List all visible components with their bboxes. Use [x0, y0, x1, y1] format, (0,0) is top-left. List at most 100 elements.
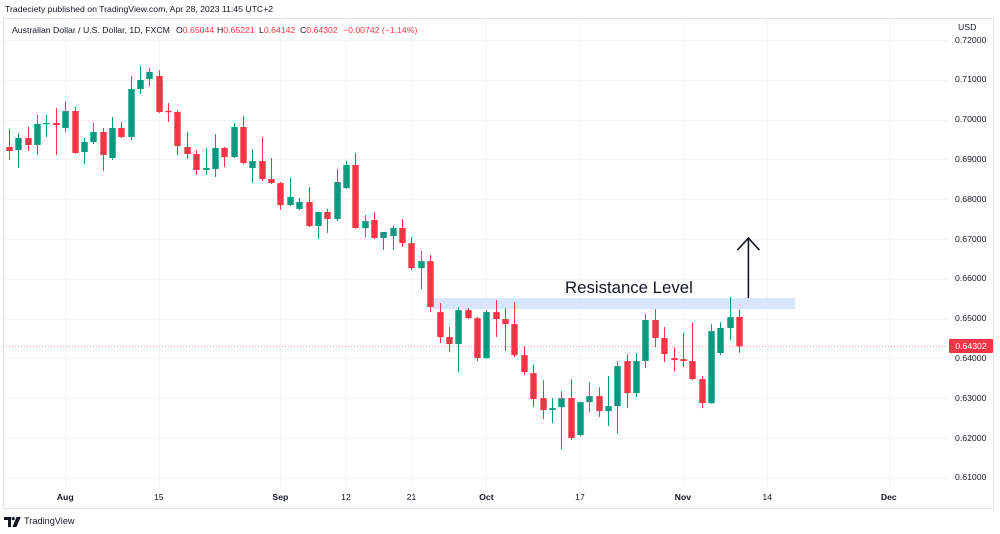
candle	[399, 219, 406, 247]
candle	[474, 317, 481, 362]
time-axis-label: Oct	[479, 492, 494, 502]
candle	[614, 361, 621, 434]
candle	[680, 333, 687, 368]
time-axis-label: 12	[341, 492, 351, 502]
candle	[90, 123, 97, 144]
candle	[549, 398, 556, 424]
high-label: H	[217, 25, 224, 35]
candle	[624, 354, 631, 409]
candle	[146, 68, 153, 86]
candle-body	[699, 379, 706, 404]
candle-body	[549, 408, 556, 411]
price-axis-label: 0.63000	[955, 392, 987, 403]
candle	[493, 300, 500, 337]
candle	[483, 310, 490, 359]
candle	[15, 133, 22, 168]
price-axis-label: 0.62000	[955, 432, 987, 443]
candle	[437, 303, 444, 343]
legend-close: C0.64302	[300, 25, 338, 36]
candle-body	[390, 228, 397, 236]
candle	[530, 365, 537, 408]
close-value: 0.64302	[306, 25, 338, 35]
candle-body	[128, 89, 135, 137]
candle-body	[156, 76, 163, 112]
candle-body	[530, 373, 537, 400]
candle-body	[146, 72, 153, 79]
resistance-level-label: Resistance Level	[565, 278, 693, 297]
annotations-layer: Resistance Level	[565, 236, 760, 299]
candle-body	[399, 228, 406, 243]
candle-body	[137, 80, 144, 89]
candle	[137, 66, 144, 94]
candle	[633, 353, 640, 398]
candle-body	[193, 154, 200, 170]
candle-body	[90, 132, 97, 142]
candle-body	[221, 148, 228, 157]
open-value: 0.65044	[182, 25, 215, 35]
candle	[408, 237, 415, 271]
candle-body	[586, 396, 593, 403]
legend-high: H0.65221	[217, 25, 255, 36]
candle	[296, 198, 303, 210]
arrow-head	[736, 236, 760, 251]
up-arrow-icon	[736, 236, 760, 299]
symbol-title: Australian Dollar / U.S. Dollar, 1D, FXC…	[12, 25, 170, 35]
candle	[699, 376, 706, 409]
candle	[586, 382, 593, 413]
resistance-zone-layer	[433, 298, 796, 310]
last-price-label: 0.64302	[949, 339, 993, 354]
candle-body	[427, 261, 434, 308]
low-value: 0.64142	[263, 25, 296, 35]
candle-body	[165, 111, 172, 113]
price-axis-label: 0.65000	[955, 313, 987, 324]
candle-body	[408, 243, 415, 269]
time-axis-label: 21	[406, 492, 417, 502]
open-label: O	[176, 25, 183, 35]
candle-body	[708, 331, 715, 404]
candle-body	[109, 128, 116, 158]
price-axis-label: 0.71000	[955, 74, 987, 85]
candle-body	[268, 179, 275, 183]
candle	[596, 387, 603, 418]
price-axis-label: 0.70000	[955, 114, 987, 125]
candle	[362, 215, 369, 238]
candle-body	[652, 320, 659, 338]
candle-body	[231, 127, 238, 157]
candle	[72, 107, 79, 154]
candle	[268, 158, 275, 184]
currency-label: USD	[958, 22, 977, 32]
candle-body	[624, 361, 631, 394]
candle-body	[577, 402, 584, 436]
candle	[81, 138, 88, 164]
candle	[165, 103, 172, 122]
time-axis-label: 17	[575, 492, 585, 502]
candle	[558, 391, 565, 450]
chart-panel	[3, 18, 994, 509]
candle-body	[212, 148, 219, 169]
time-axis-label: 15	[153, 492, 164, 502]
candle	[577, 402, 584, 437]
candle-body	[62, 111, 69, 128]
high-value: 0.65221	[223, 25, 255, 35]
candle	[34, 115, 41, 155]
candle-body	[184, 147, 191, 154]
candle	[390, 226, 397, 250]
candle-body	[642, 320, 649, 361]
tradingview-brand[interactable]: TradingView	[4, 515, 75, 528]
candle-body	[446, 337, 453, 344]
candle	[174, 110, 181, 155]
candle	[249, 149, 256, 184]
candle-body	[736, 316, 743, 347]
price-axis-label: 0.72000	[955, 34, 987, 45]
candle	[53, 108, 60, 155]
time-axis-label: Sep	[272, 492, 289, 502]
candle-body	[568, 398, 575, 439]
price-axis-label: 0.68000	[955, 193, 987, 204]
candle-body	[53, 123, 60, 125]
candle-body	[371, 220, 378, 238]
grid-lines	[3, 18, 948, 488]
candle-body	[203, 168, 210, 170]
legend-low: L0.64142	[259, 25, 295, 36]
candle-body	[174, 112, 181, 146]
